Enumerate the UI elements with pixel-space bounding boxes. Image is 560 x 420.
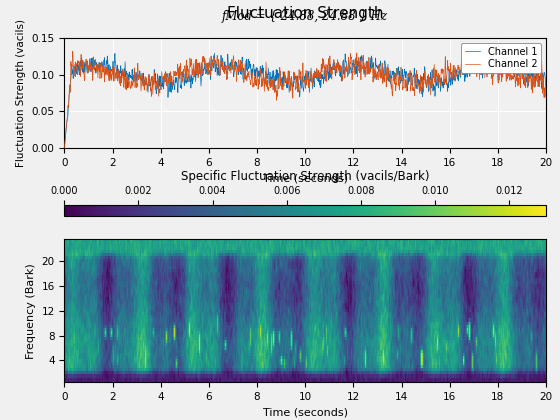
Channel 2	[474, 45, 481, 50]
Legend: Channel 1, Channel 2: Channel 1, Channel 2	[461, 43, 541, 74]
Channel 2	[61, 145, 68, 150]
Channel 1	[485, 50, 492, 55]
Channel 1	[86, 68, 92, 73]
Channel 2	[440, 76, 447, 81]
Channel 2	[86, 66, 92, 71]
Channel 1	[543, 83, 549, 88]
Channel 2	[295, 76, 302, 81]
Channel 1	[529, 75, 535, 80]
Text: fMod = { 24.88, 24.88 } Hz: fMod = { 24.88, 24.88 } Hz	[222, 10, 388, 24]
Channel 1	[61, 145, 68, 150]
Channel 1	[529, 73, 535, 78]
Channel 2	[529, 85, 535, 90]
Line: Channel 2: Channel 2	[64, 47, 546, 148]
X-axis label: Time (seconds): Time (seconds)	[263, 173, 348, 183]
X-axis label: Time (seconds): Time (seconds)	[263, 407, 348, 417]
Channel 1	[295, 82, 302, 87]
Channel 2	[529, 75, 535, 80]
Channel 1	[440, 81, 447, 86]
Title: Fluctuation Strength: Fluctuation Strength	[227, 6, 384, 21]
Title: Specific Fluctuation Strength (vacils/Bark): Specific Fluctuation Strength (vacils/Ba…	[181, 170, 430, 183]
Channel 2	[543, 73, 549, 78]
Y-axis label: Fluctuation Strength (vacils): Fluctuation Strength (vacils)	[16, 19, 26, 167]
Channel 1	[282, 78, 289, 83]
Y-axis label: Frequency (Bark): Frequency (Bark)	[26, 263, 36, 359]
Channel 2	[282, 78, 289, 83]
Line: Channel 1: Channel 1	[64, 53, 546, 148]
